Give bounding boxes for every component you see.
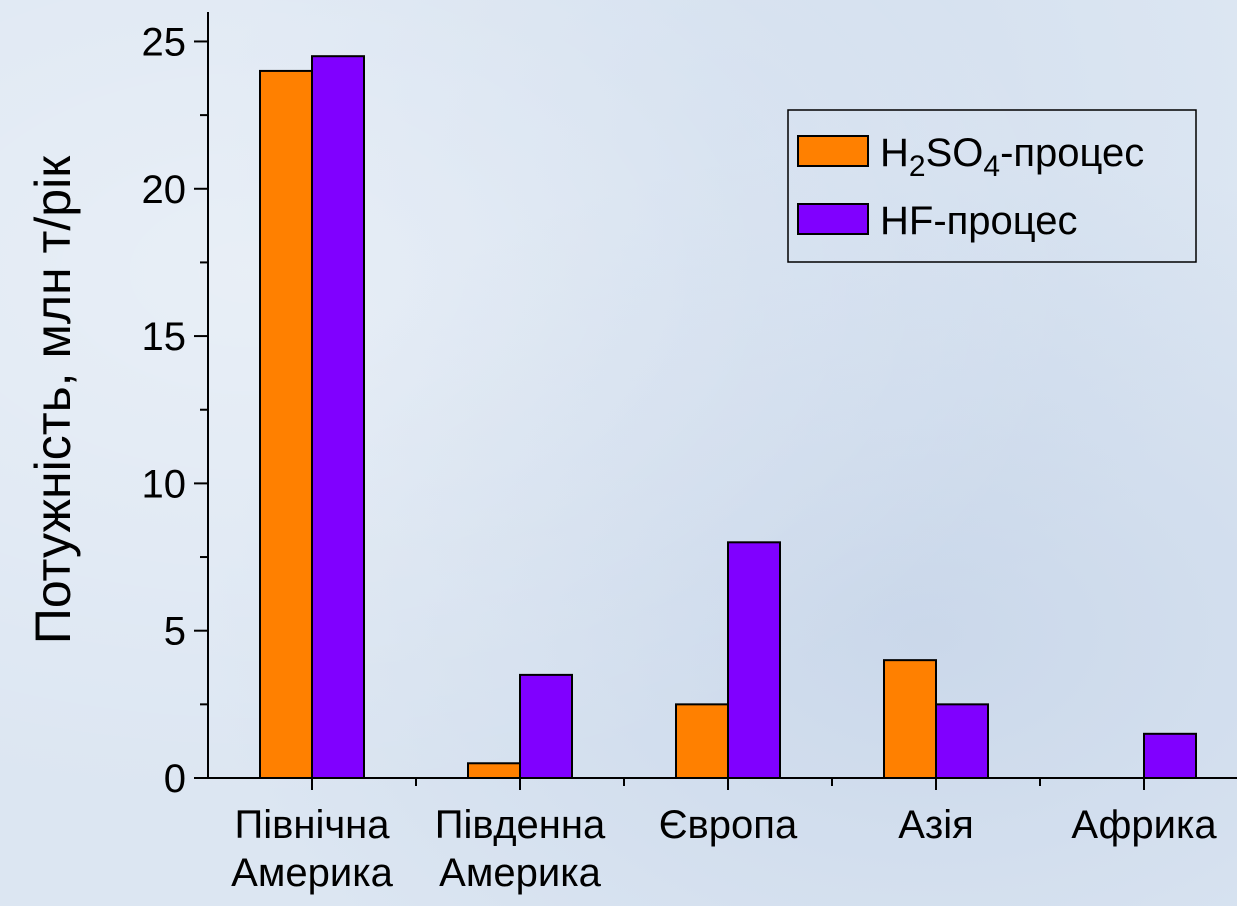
y-tick-label: 15	[142, 315, 187, 359]
legend-text: H	[880, 131, 909, 175]
legend-text: SO	[926, 131, 984, 175]
x-tick-label: Південна Америка	[435, 803, 606, 895]
x-tick-label-line: Америка	[439, 851, 601, 895]
x-tick-label-line: Європа	[659, 803, 798, 847]
x-tick-label-line: Африка	[1071, 803, 1217, 847]
y-tick-label: 0	[164, 757, 186, 801]
bar-h2so4-0	[259, 69, 313, 779]
x-tick-label: Європа	[659, 803, 798, 847]
legend-text: HF-процес	[880, 199, 1078, 243]
bar-hf-3	[935, 703, 989, 779]
bar-h2so4-2	[675, 703, 729, 779]
y-tick-label: 25	[142, 20, 187, 64]
y-tick-label: 5	[164, 610, 186, 654]
bar-hf-2	[727, 541, 781, 779]
bar-h2so4-1	[467, 762, 521, 779]
legend-label: HF-процес	[880, 199, 1078, 243]
x-tick-label: Африка	[1071, 803, 1217, 847]
legend-label: H2SO4-процес	[880, 131, 1144, 183]
y-axis-label: Потужність, млн т/рік	[25, 155, 81, 644]
y-tick-label: 20	[142, 168, 187, 212]
x-tick-label: Північна Америка	[231, 803, 393, 895]
legend-subscript: 4	[983, 150, 1000, 183]
x-tick-label-line: Америка	[231, 851, 393, 895]
legend-subscript: 2	[909, 150, 926, 183]
legend-box	[787, 109, 1197, 263]
legend-text: -процес	[1000, 131, 1144, 175]
y-tick-label: 10	[142, 462, 187, 506]
x-tick-label-line: Азія	[898, 803, 974, 847]
x-tick-label-line: Південна	[435, 803, 606, 847]
legend-swatch-hf	[797, 203, 869, 235]
bar-hf-1	[519, 673, 573, 780]
bar-h2so4-3	[883, 659, 937, 780]
bar-hf-4	[1143, 732, 1197, 779]
bar-hf-0	[311, 55, 365, 779]
legend-swatch-h2so4	[797, 135, 869, 167]
x-tick-label: Азія	[898, 803, 974, 847]
x-tick-label-line: Північна	[234, 803, 390, 847]
